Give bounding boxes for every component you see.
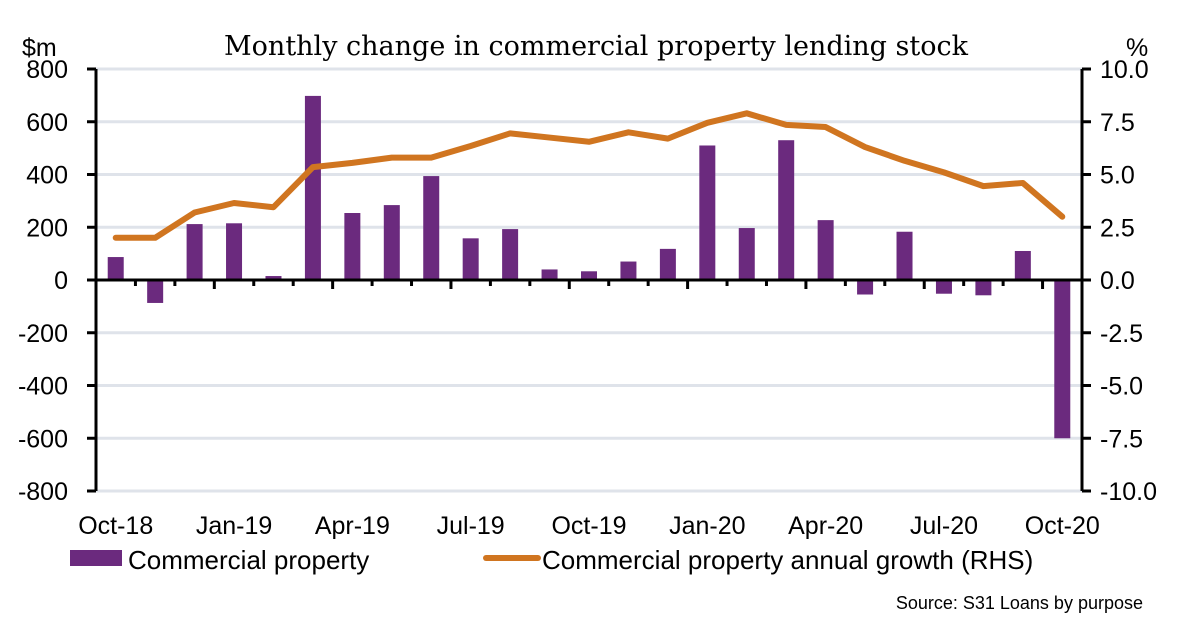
axes (94, 69, 1084, 491)
bar-series (107, 95, 1071, 439)
right-axis-tick-label: 2.5 (1100, 214, 1135, 242)
bar (107, 257, 124, 280)
bar (502, 229, 519, 280)
bar (817, 220, 834, 280)
x-axis-tick-label: Jul-20 (910, 512, 978, 540)
right-axis-tick-label: -5.0 (1100, 373, 1143, 401)
legend-label-line: Commercial property annual growth (RHS) (542, 545, 1033, 575)
bar (581, 271, 597, 280)
bar (541, 269, 558, 280)
bar (778, 140, 795, 280)
bar (659, 248, 676, 280)
x-axis-tick-label: Apr-19 (315, 512, 390, 540)
legend: Commercial property Commercial property … (70, 545, 1033, 575)
left-axis-tick-label: 200 (26, 214, 68, 242)
right-axis-tick-label: 5.0 (1100, 162, 1135, 190)
right-axis-tick-label: -7.5 (1100, 425, 1143, 453)
left-axis-tick-label: 600 (26, 109, 68, 137)
left-axis-tick-label: 0 (54, 267, 68, 295)
x-axis-tick-label: Jan-19 (196, 512, 272, 540)
left-axis-ticks: 800 600 400 200 0 -200 -400 -600 -800 (18, 56, 96, 506)
x-axis-tick-label: Oct-18 (78, 512, 153, 540)
bar (975, 280, 992, 296)
x-axis-tick-label: Oct-19 (551, 512, 626, 540)
bar (423, 176, 440, 280)
bar (462, 238, 479, 280)
bar (935, 280, 952, 294)
bar (857, 280, 874, 295)
bar (344, 213, 361, 280)
right-axis-tick-label: -10.0 (1100, 478, 1157, 506)
x-axis-ticks: Oct-18 Jan-19 Apr-19 Jul-19 Oct-19 Jan-20 Apr-… (78, 280, 1100, 540)
left-axis-tick-label: -600 (18, 425, 68, 453)
bar (1054, 280, 1071, 439)
gridlines (96, 67, 1082, 493)
chart-title: Monthly change in commercial property le… (224, 31, 969, 62)
right-axis-tick-label: 7.5 (1100, 109, 1135, 137)
bar (620, 261, 637, 280)
legend-swatch-bar (70, 550, 122, 566)
bar (1014, 250, 1031, 280)
right-axis-tick-label: -2.5 (1100, 320, 1143, 348)
left-axis-tick-label: 400 (26, 162, 68, 190)
right-axis-tick-label: 0.0 (1100, 267, 1135, 295)
bar (226, 223, 243, 280)
x-axis-tick-label: Jul-19 (437, 512, 505, 540)
bar (383, 205, 400, 280)
left-axis-tick-label: -400 (18, 373, 68, 401)
x-axis-tick-label: Apr-20 (788, 512, 863, 540)
left-axis-tick-label: -200 (18, 320, 68, 348)
bar (186, 224, 203, 280)
bar (896, 231, 913, 280)
bar (147, 280, 164, 303)
left-axis-unit: $m (22, 34, 57, 62)
bar (265, 276, 282, 280)
right-axis-tick-label: 10.0 (1100, 56, 1149, 84)
x-axis-tick-label: Jan-20 (669, 512, 745, 540)
source-note: Source: S31 Loans by purpose (896, 593, 1143, 613)
left-axis-tick-label: -800 (18, 478, 68, 506)
growth-line (112, 110, 1066, 241)
right-axis-ticks: 10.0 7.5 5.0 2.5 0.0 -2.5 -5.0 -7.5 -10.0 (1082, 56, 1157, 506)
legend-label-bar: Commercial property (128, 545, 369, 575)
line-series (112, 110, 1066, 241)
right-axis-unit: % (1126, 34, 1148, 62)
bar (738, 228, 755, 280)
x-axis-tick-label: Oct-20 (1025, 512, 1100, 540)
left-axis-tick-label: 800 (26, 56, 68, 84)
bar (699, 145, 716, 280)
bar (304, 95, 321, 280)
